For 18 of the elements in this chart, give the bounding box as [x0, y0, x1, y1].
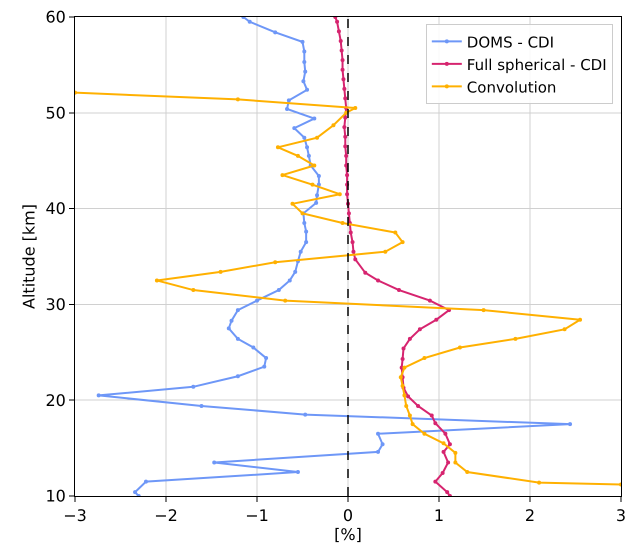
- y-tick-label: 30: [45, 295, 66, 314]
- y-axis-title: Altitude [km]: [19, 204, 38, 309]
- y-tick-label: 20: [45, 390, 66, 410]
- x-tick-label: 3: [616, 506, 626, 526]
- y-tick-label: 10: [45, 486, 66, 506]
- x-axis-title: [%]: [334, 525, 362, 544]
- y-tick-label: 50: [45, 103, 66, 122]
- x-tick-label: 2: [524, 506, 536, 526]
- x-tick-label: 0: [342, 506, 354, 526]
- y-tick-label: 40: [45, 199, 66, 218]
- legend-label: Full spherical - CDI: [466, 56, 607, 74]
- y-tick-label: 60: [45, 8, 66, 27]
- x-tick-label: −3: [63, 506, 87, 526]
- legend-label: Convolution: [466, 78, 556, 96]
- x-tick-label: −1: [245, 506, 269, 526]
- x-tick-label: −2: [154, 506, 178, 526]
- x-tick-label: 1: [434, 506, 444, 526]
- legend-label: DOMS - CDI: [466, 33, 554, 52]
